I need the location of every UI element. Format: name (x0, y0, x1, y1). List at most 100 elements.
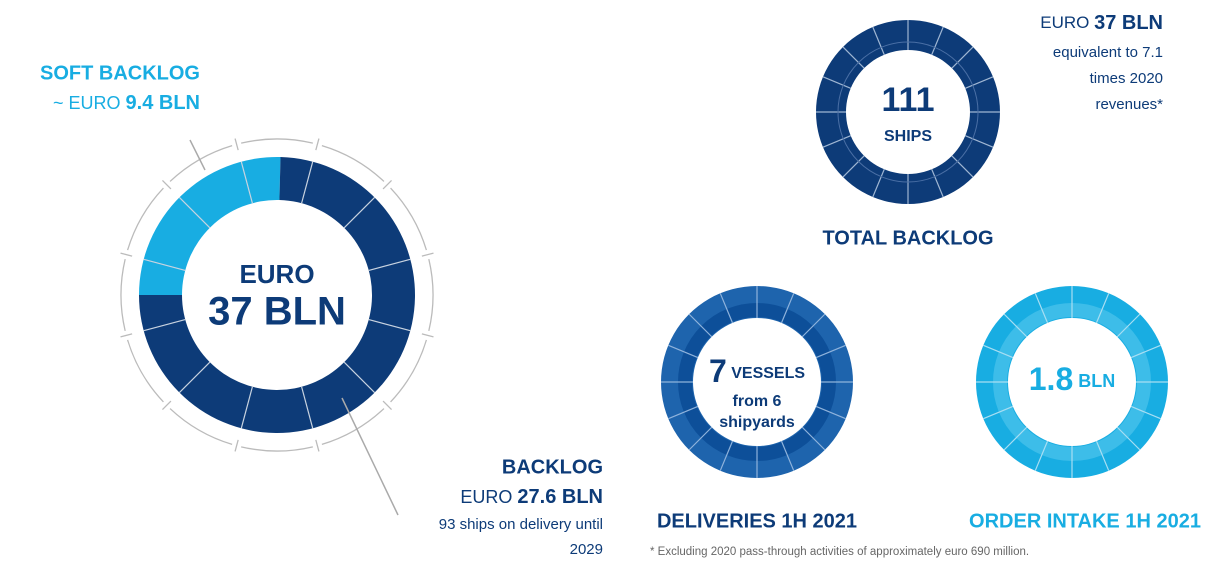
prefix: ~ EURO (53, 93, 121, 113)
outer-ring-tick (421, 252, 434, 257)
donut-segment (139, 156, 281, 295)
prefix: EURO (460, 487, 512, 507)
value: 37 BLN (1094, 12, 1163, 34)
value-label: 27.6 BLN (517, 486, 603, 508)
outer-ring-arc (390, 187, 428, 251)
ring-divider (801, 426, 826, 451)
ring-divider (368, 258, 411, 271)
outer-ring-arc (241, 138, 313, 144)
ring-divider (240, 161, 253, 204)
ring-divider (815, 405, 846, 420)
outer-ring-arc (321, 408, 385, 446)
ring-divider (780, 440, 795, 471)
ring-divider (965, 135, 994, 148)
outer-ring-arc (169, 144, 233, 182)
outer-ring-arc (126, 339, 164, 403)
ring-divider (931, 169, 944, 198)
prefix: EURO (1040, 13, 1089, 32)
center-value: 37 BLN (208, 290, 346, 334)
ring-divider (801, 313, 826, 338)
ring-divider (872, 169, 885, 198)
ring-divider (1116, 426, 1141, 451)
outer-ring-tick (161, 179, 172, 190)
outer-ring-tick (234, 439, 239, 452)
ring-divider (143, 319, 186, 332)
ring-divider (688, 426, 713, 451)
outer-ring-arc (390, 339, 428, 403)
value: 1.8 (1029, 361, 1073, 397)
outer-ring-arc (169, 408, 233, 446)
ring-divider (780, 293, 795, 324)
outer-ring-arc (241, 446, 313, 452)
outer-ring-tick (421, 333, 434, 338)
value-label: 9.4 BLN (126, 92, 200, 114)
outer-ring-arc (428, 259, 434, 331)
ring-divider (951, 155, 974, 178)
ring-divider (983, 405, 1014, 420)
ring-divider (1095, 440, 1110, 471)
ring-divider (965, 76, 994, 89)
ring-divider (1095, 293, 1110, 324)
ring-divider (1003, 313, 1028, 338)
soft-backlog-value: ~ EURO 9.4 BLN (53, 92, 200, 114)
ring-divider (931, 26, 944, 55)
backlog-note-2: 2029 (570, 541, 603, 558)
footnote: * Excluding 2020 pass-through activities… (650, 546, 1029, 558)
ring-divider (719, 440, 734, 471)
outer-ring-tick (120, 252, 133, 257)
outer-ring-arc (321, 144, 385, 182)
ring-divider (1003, 426, 1028, 451)
ring-divider (951, 46, 974, 69)
ring-divider (240, 386, 253, 429)
ring-divider (668, 405, 699, 420)
outer-ring-arc (126, 187, 164, 251)
leader-line (341, 397, 399, 516)
ring-divider (822, 76, 851, 89)
ring-divider (301, 161, 314, 204)
ring-divider (1130, 405, 1161, 420)
ring-divider (1130, 344, 1161, 359)
decoration (120, 20, 1168, 478)
center-top: EURO (239, 259, 314, 289)
note: times 2020 (1090, 70, 1163, 87)
ring-divider (822, 135, 851, 148)
ring-divider (178, 196, 211, 229)
leader-line (189, 139, 206, 171)
outer-ring-tick (161, 400, 172, 411)
deliveries-main: 7 VESSELS (709, 353, 805, 389)
ring-divider (1034, 440, 1049, 471)
ring-divider (668, 344, 699, 359)
backlog-title: BACKLOG (502, 456, 603, 478)
ring-inner-edge (837, 41, 979, 183)
unit: BLN (1078, 371, 1115, 391)
ring-divider (842, 46, 865, 69)
ring-divider (143, 258, 186, 271)
ring-divider (343, 196, 376, 229)
ring-divider (178, 361, 211, 394)
outer-ring-tick (315, 138, 320, 151)
note: equivalent to 7.1 (1053, 44, 1163, 61)
ring-divider (368, 319, 411, 332)
backlog-value: EURO 27.6 BLN (460, 486, 603, 508)
ring-divider (301, 386, 314, 429)
deliveries-title: DELIVERIES 1H 2021 (657, 510, 857, 532)
outer-ring-tick (382, 179, 393, 190)
ring-divider (842, 155, 865, 178)
ring-divider (688, 313, 713, 338)
ships-count: 111 (882, 81, 935, 119)
ring-divider (1116, 313, 1141, 338)
soft-backlog-title: SOFT BACKLOG (40, 62, 200, 84)
ring-divider (872, 26, 885, 55)
ring-divider (1034, 293, 1049, 324)
outer-ring-tick (315, 439, 320, 452)
total-value: EURO 37 BLN (1040, 12, 1163, 34)
count: 7 (709, 353, 727, 389)
order-intake-main: 1.8 BLN (1029, 361, 1116, 397)
order-intake-title: ORDER INTAKE 1H 2021 (969, 510, 1201, 532)
ships-unit: SHIPS (884, 128, 932, 145)
backlog-note-1: 93 ships on delivery until (439, 516, 603, 533)
deliveries-line: shipyards (719, 414, 795, 431)
note: revenues* (1095, 96, 1163, 113)
deliveries-line: from 6 (733, 393, 782, 410)
